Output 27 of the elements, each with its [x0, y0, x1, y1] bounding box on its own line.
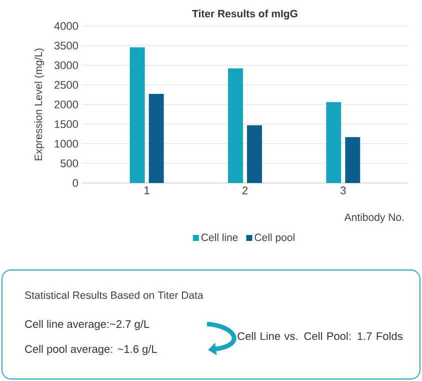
x-tick-label: 3 — [340, 186, 346, 194]
text: Cell pool average: ~1.6 g/L — [25, 344, 157, 356]
bar — [345, 137, 360, 183]
y-tick-label: 1500 — [54, 120, 78, 128]
legend-label: Cell pool — [254, 233, 294, 244]
bar — [326, 102, 342, 183]
y-tick-label: 2000 — [54, 100, 78, 108]
y-tick-label: 3000 — [54, 61, 78, 70]
legend-label: Cell line — [201, 233, 238, 242]
chart-title: Titer Results of mIgG — [192, 10, 298, 20]
y-tick-label: 0 — [72, 179, 78, 187]
bar — [130, 47, 145, 183]
y-tick-label: 2500 — [54, 80, 78, 89]
x-tick-label: 2 — [242, 186, 248, 194]
text: Cell Line vs. Cell Pool: 1.7 Folds — [238, 332, 402, 340]
x-axis-title: Antibody No. — [344, 213, 404, 224]
y-tick-label: 3500 — [54, 42, 78, 50]
bar — [228, 68, 244, 183]
y-axis-title: Expression Level (mg/L) — [34, 48, 44, 160]
text: Cell line average:~2.7 g/L — [25, 320, 150, 330]
x-tick-label: 1 — [144, 186, 150, 194]
y-tick-label: 4000 — [54, 22, 78, 30]
y-tick-label: 1000 — [54, 140, 78, 148]
y-tick-label: 500 — [60, 159, 78, 168]
bar — [247, 125, 262, 183]
text: Statistical Results Based on Titer Data — [25, 291, 204, 299]
bar — [148, 94, 164, 183]
